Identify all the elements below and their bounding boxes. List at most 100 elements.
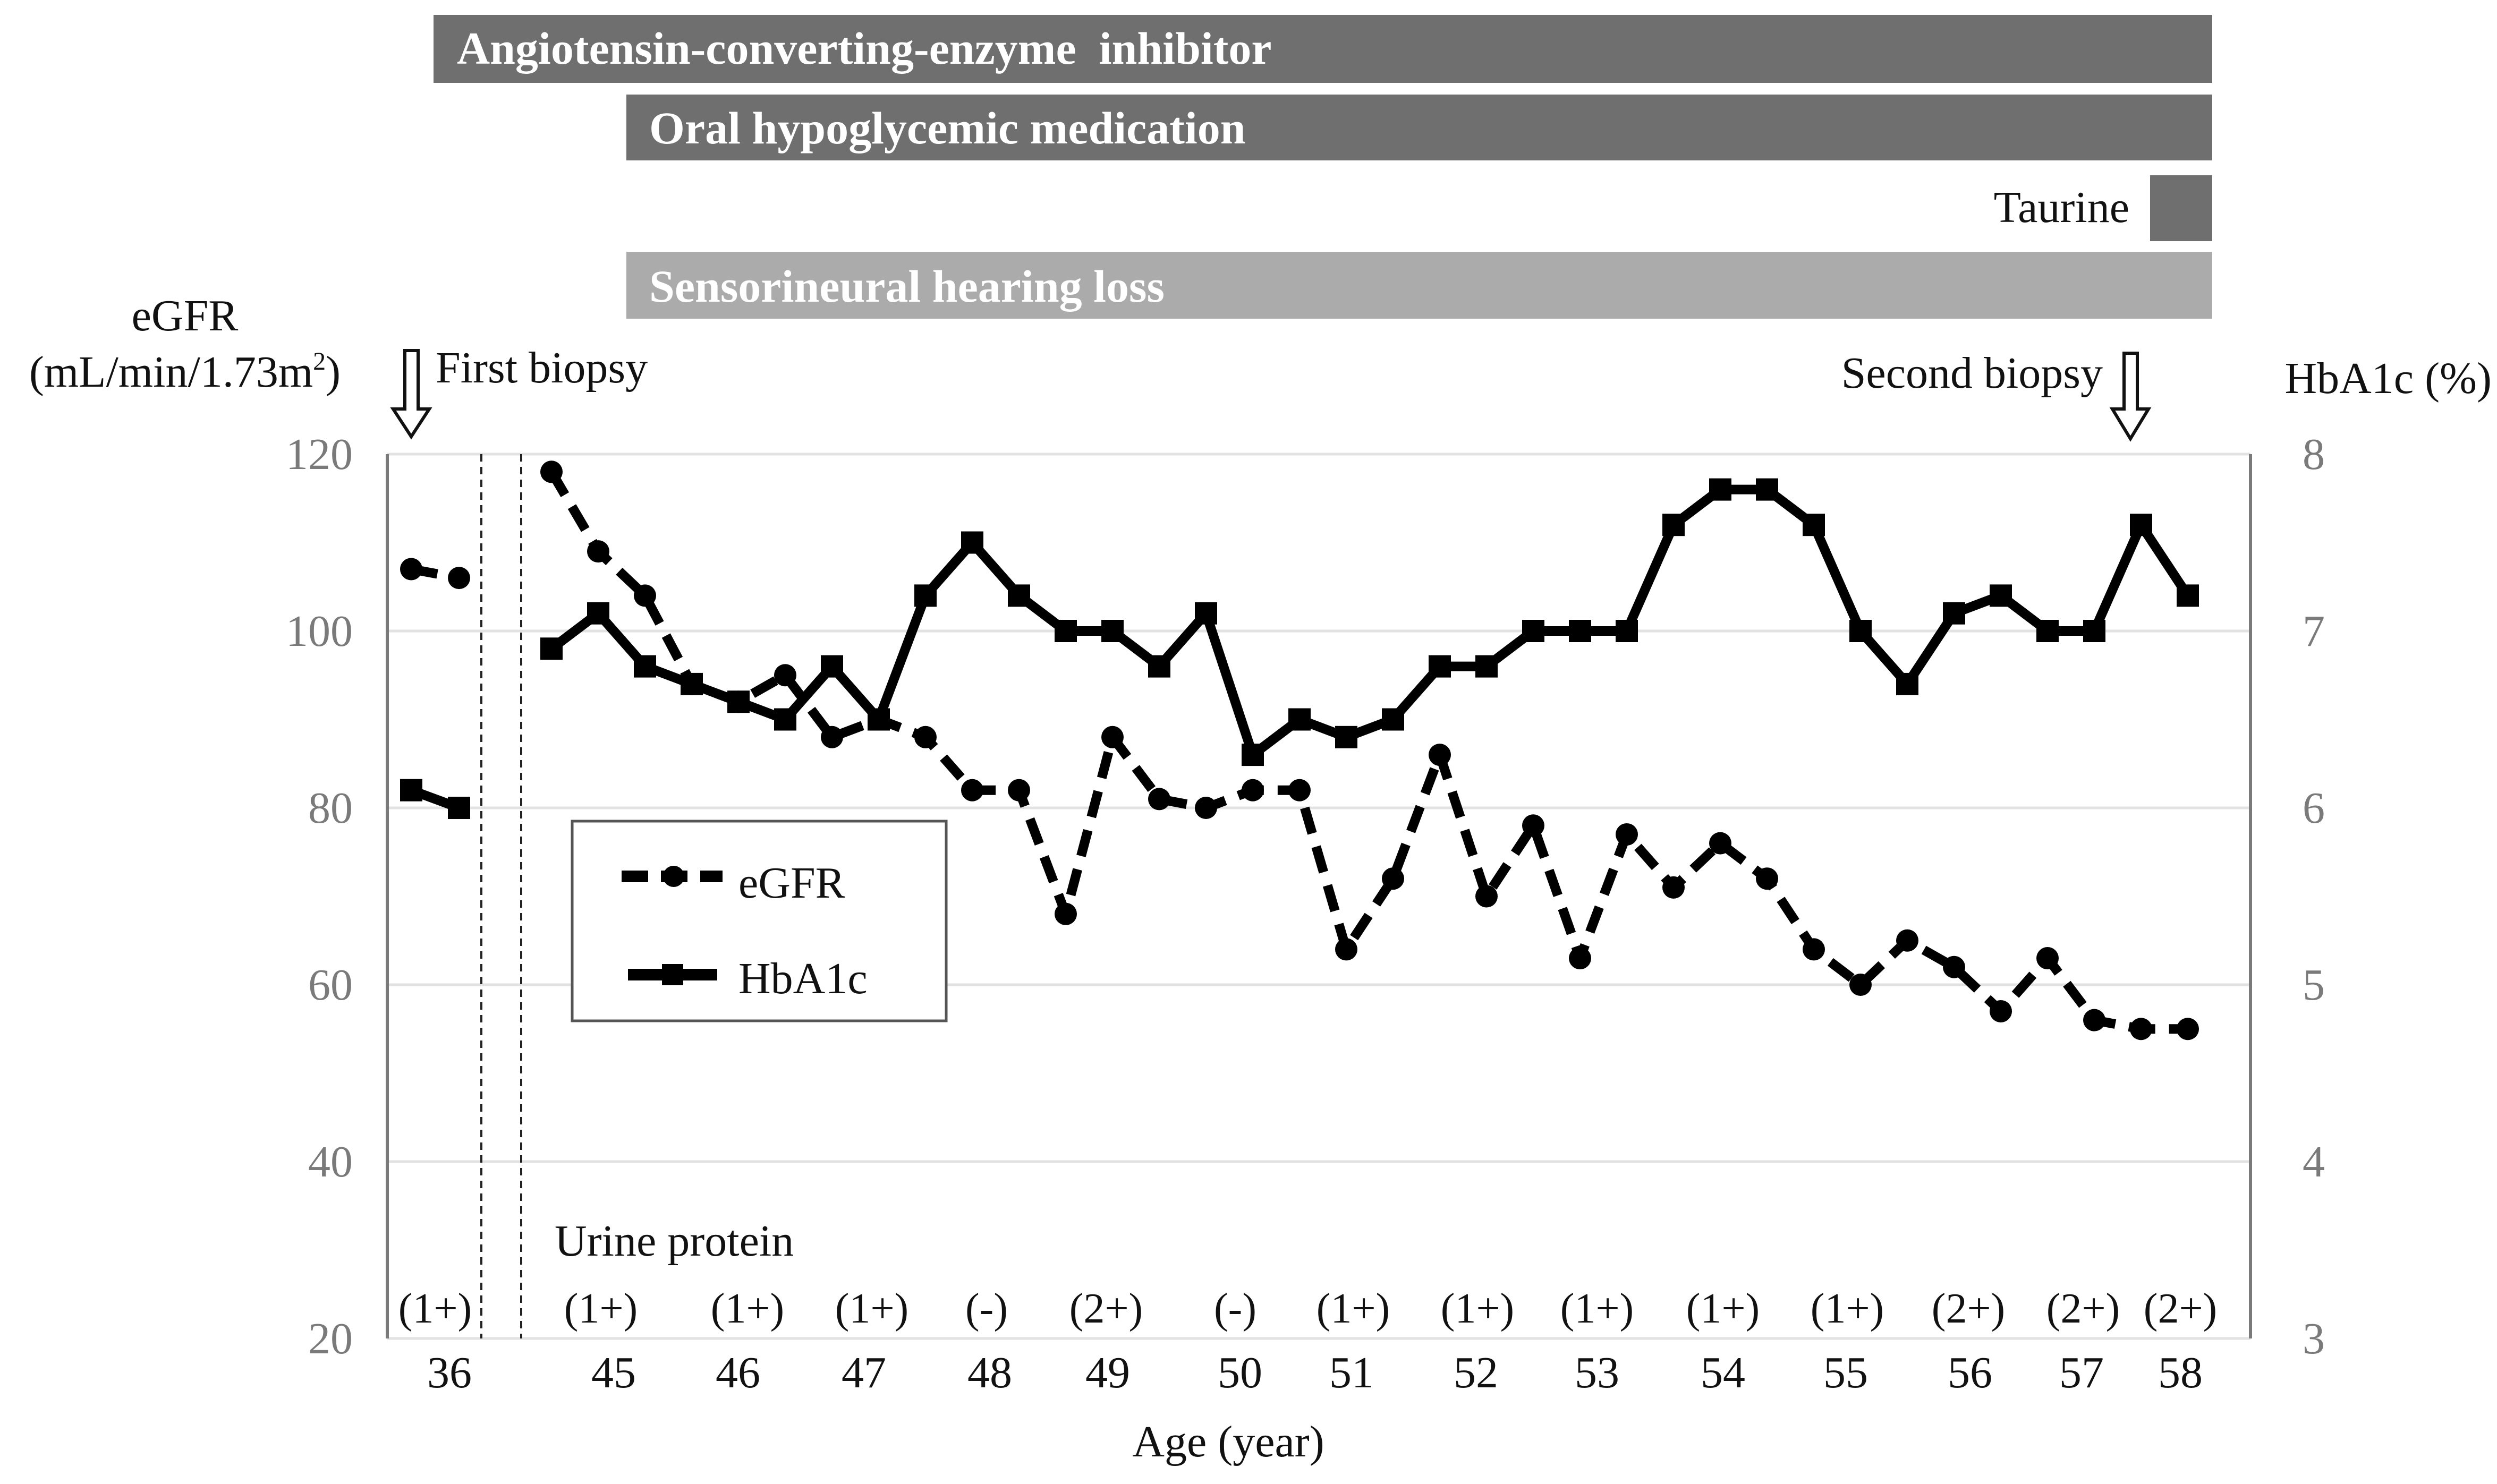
bar-ace-inhibitor-label: Angiotensin-converting-enzyme inhibitor <box>457 23 1272 74</box>
bar-taurine <box>2150 175 2212 241</box>
first-biopsy-arrow-icon <box>390 349 432 440</box>
bar-oral-hypoglycemic <box>626 95 2212 160</box>
egfr-point <box>1943 956 1965 978</box>
egfr-point <box>1101 726 1124 748</box>
left-axis-unit-prefix: (mL/min/1.73m <box>29 347 313 397</box>
hba1c-point <box>1475 655 1498 678</box>
urine-protein-label: (1+) <box>1560 1285 1634 1332</box>
urine-protein-label: (1+) <box>564 1285 638 1332</box>
legend-egfr-label: eGFR <box>738 858 845 908</box>
egfr-point <box>634 584 656 607</box>
bar-hearing-loss <box>626 252 2212 319</box>
egfr-point <box>1849 974 1872 996</box>
x-tick-label: 49 <box>1085 1348 1130 1397</box>
x-tick-label: 36 <box>427 1348 472 1397</box>
egfr-point <box>2083 1009 2105 1031</box>
hba1c-point <box>1943 602 1965 625</box>
egfr-point <box>400 558 422 581</box>
legend-hba1c-label: HbA1c <box>738 954 868 1003</box>
egfr-point <box>1475 885 1498 908</box>
urine-protein-label: (-) <box>1214 1285 1256 1332</box>
right-tick-label: 4 <box>2303 1137 2325 1187</box>
hba1c-point <box>914 584 937 607</box>
egfr-point <box>1382 867 1404 890</box>
left-axis-title: eGFR <box>132 291 239 340</box>
hba1c-point <box>1288 708 1311 731</box>
legend-box <box>571 820 948 1022</box>
egfr-point <box>540 460 563 483</box>
x-tick-label: 53 <box>1575 1348 1619 1397</box>
hba1c-line-age-45-58 <box>548 484 2192 760</box>
hba1c-point <box>1709 478 1731 501</box>
x-tick-label: 58 <box>2158 1348 2203 1397</box>
hba1c-point <box>774 708 796 731</box>
egfr-point <box>1616 823 1638 846</box>
right-tick-label: 5 <box>2303 960 2325 1010</box>
urine-protein-label: (2+) <box>1932 1285 2005 1332</box>
urine-protein-label: (1+) <box>1441 1285 1514 1332</box>
bar-oral-hypoglycemic-label: Oral hypoglycemic medication <box>649 103 1246 153</box>
hba1c-point <box>961 531 983 554</box>
egfr-point <box>1335 938 1357 961</box>
egfr-point <box>1522 814 1544 837</box>
bar-taurine-label: Taurine <box>1994 183 2129 232</box>
left-tick-label: 100 <box>286 607 353 656</box>
egfr-point <box>1288 779 1311 801</box>
hba1c-point <box>1148 655 1170 678</box>
urine-protein-label: (1+) <box>711 1285 784 1332</box>
hba1c-point <box>1616 620 1638 642</box>
egfr-point <box>2036 947 2059 970</box>
egfr-point <box>914 726 937 748</box>
urine-protein-labels: (1+) (1+) (1+) (1+) (-) (2+) (-) (1+) (1+) (1+) (1… <box>398 1285 2217 1332</box>
left-axis-unit-sup: 2 <box>313 347 326 376</box>
x-axis-ticks: 36 45 46 47 48 49 50 51 52 53 54 55 56 57 58 <box>427 1348 2203 1397</box>
urine-protein-label: (1+) <box>1317 1285 1390 1332</box>
left-tick-label: 20 <box>308 1314 353 1363</box>
right-tick-label: 6 <box>2303 783 2325 833</box>
left-tick-label: 80 <box>308 783 353 833</box>
egfr-line-age-45-58 <box>547 469 2188 1034</box>
x-tick-label: 48 <box>967 1348 1012 1397</box>
hba1c-point <box>1756 478 1778 501</box>
hba1c-point <box>1522 620 1544 642</box>
egfr-point <box>1756 867 1778 890</box>
egfr-point <box>1148 788 1170 811</box>
urine-protein-label: (1+) <box>1811 1285 1884 1332</box>
hba1c-point <box>681 672 703 695</box>
egfr-point <box>1990 1000 2012 1022</box>
hba1c-point <box>1662 514 1685 536</box>
hba1c-point <box>2083 620 2105 642</box>
egfr-point <box>1242 779 1264 801</box>
hba1c-point <box>868 708 890 731</box>
hba1c-point <box>1569 620 1591 642</box>
x-tick-label: 45 <box>591 1348 636 1397</box>
egfr-point <box>448 567 470 590</box>
right-tick-label: 3 <box>2303 1314 2325 1363</box>
right-axis-ticks: 3 4 5 6 7 8 <box>2303 430 2325 1363</box>
urine-protein-label: (2+) <box>2144 1285 2217 1332</box>
hba1c-point <box>1429 655 1451 678</box>
hba1c-point <box>1055 620 1077 642</box>
egfr-point <box>961 779 983 801</box>
x-tick-label: 50 <box>1218 1348 1262 1397</box>
egfr-point <box>1569 947 1591 970</box>
second-biopsy-annotation: Second biopsy <box>1841 348 2152 442</box>
egfr-point <box>1662 876 1685 899</box>
hba1c-point <box>448 797 470 819</box>
urine-protein-label: (2+) <box>2046 1285 2120 1332</box>
hba1c-point <box>1242 744 1264 766</box>
hba1c-point <box>2177 584 2199 607</box>
legend-hba1c-marker <box>662 964 683 985</box>
left-axis-unit: (mL/min/1.73m2) <box>29 347 341 397</box>
hba1c-point <box>821 655 843 678</box>
hba1c-point <box>1803 514 1825 536</box>
first-biopsy-label: First biopsy <box>436 343 648 393</box>
urine-protein-label: (1+) <box>835 1285 908 1332</box>
hba1c-point <box>587 602 609 625</box>
egfr-point <box>774 664 796 687</box>
urine-protein-title: Urine protein <box>555 1216 794 1266</box>
egfr-point <box>1195 797 1217 819</box>
x-tick-label: 46 <box>716 1348 760 1397</box>
legend: eGFR HbA1c <box>571 820 948 1022</box>
